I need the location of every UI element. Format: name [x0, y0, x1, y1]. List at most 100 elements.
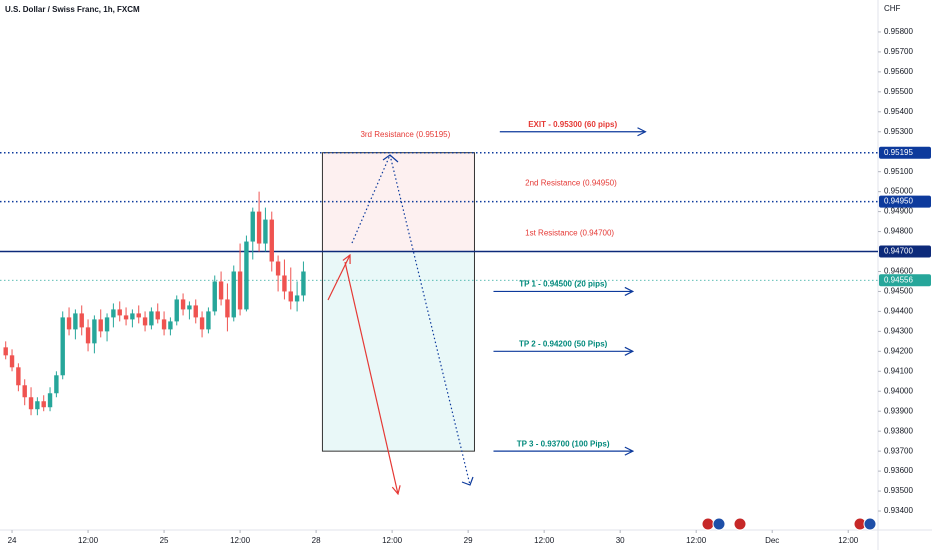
blue-path [351, 154, 471, 486]
x-tick-label: 12:00 [230, 536, 251, 545]
candle-body [149, 311, 154, 326]
y-tick-label: 0.94100 [884, 366, 913, 375]
y-tick-label: 0.95400 [884, 107, 913, 116]
candle-body [54, 375, 59, 394]
y-tick-label: 0.94300 [884, 326, 913, 335]
x-tick-label: 30 [616, 536, 625, 545]
candle-body [85, 327, 91, 344]
target-label: TP 2 - 0.94200 (50 Pips) [519, 339, 608, 348]
candle-body [35, 401, 40, 410]
y-tick-label: 0.94000 [884, 386, 913, 395]
y-tick-label: 0.94900 [884, 207, 913, 216]
candle-body [142, 317, 148, 326]
candle-body [41, 401, 46, 408]
y-tick-label: 0.95000 [884, 187, 913, 196]
price-label: 0.95195 [884, 148, 913, 157]
candle-body [161, 319, 167, 330]
candle-body [193, 305, 198, 318]
candle-body [16, 367, 21, 386]
candle-body [117, 309, 122, 316]
candle-body [218, 281, 224, 300]
chart-title: U.S. Dollar / Swiss Franc, 1h, FXCM [5, 5, 140, 14]
candle-body [22, 385, 27, 398]
resistance-label: 1st Resistance (0.94700) [525, 229, 614, 238]
x-tick-label: Dec [765, 536, 779, 545]
price-label-bg [879, 195, 931, 208]
target-label: TP 3 - 0.93700 (100 Pips) [517, 439, 610, 448]
candle-body [3, 347, 8, 356]
candle-body [250, 211, 255, 242]
price-label: 0.94700 [884, 247, 913, 256]
price-label: 0.94950 [884, 197, 913, 206]
event-icons [701, 517, 877, 531]
candle-body [282, 275, 287, 292]
y-tick-label: 0.93800 [884, 426, 913, 435]
candle-body [187, 305, 192, 310]
y-tick-label: 0.94600 [884, 267, 913, 276]
candle-body [199, 317, 205, 330]
candle-body [231, 271, 236, 318]
candle-body [294, 295, 300, 302]
candle-body [206, 311, 211, 330]
x-tick-label: 29 [464, 536, 473, 545]
resistance-label: 2nd Resistance (0.94950) [525, 179, 617, 188]
y-tick-label: 0.93500 [884, 486, 913, 495]
target-label: TP 1 - 0.94500 (20 pips) [519, 280, 607, 289]
candle-body [98, 319, 103, 332]
trajectory [327, 154, 474, 494]
x-tick-label: 12:00 [686, 536, 707, 545]
x-tick-label: 12:00 [78, 536, 99, 545]
blue-arrowheads [382, 154, 474, 486]
candle-body [9, 355, 15, 368]
candle-body [263, 219, 268, 244]
y-tick-label: 0.94200 [884, 346, 913, 355]
y-tick-label: 0.94500 [884, 287, 913, 296]
candle-body [168, 321, 173, 330]
y-tick-label: 0.93700 [884, 446, 913, 455]
target-label: EXIT - 0.95300 (60 pips) [528, 120, 617, 129]
candle-body [92, 319, 97, 344]
candle-body [237, 271, 243, 310]
red-arrow [327, 255, 350, 301]
y-tick-label: 0.94800 [884, 227, 913, 236]
candle-body [130, 313, 135, 320]
y-tick-label: 0.93900 [884, 406, 913, 415]
zone [322, 251, 475, 452]
price-label-bg [879, 245, 931, 258]
candle-body [155, 311, 160, 320]
price-label-bg [879, 274, 931, 287]
candle-body [288, 291, 293, 302]
zone-border [321, 152, 475, 452]
price-label-bg [879, 146, 931, 159]
price-label: 0.94556 [884, 275, 913, 284]
candle-body [123, 315, 129, 320]
candle-body [225, 299, 230, 318]
candle-body [66, 317, 72, 330]
y-tick-label: 0.95600 [884, 67, 913, 76]
red-arrow [344, 261, 398, 494]
candle-body [28, 397, 34, 410]
y-tick-label: 0.95100 [884, 167, 913, 176]
candle-body [269, 219, 274, 262]
x-tick-label: 25 [160, 536, 169, 545]
y-tick-label: 0.95800 [884, 27, 913, 36]
y-tick-label: 0.95700 [884, 47, 913, 56]
resistance-label: 3rd Resistance (0.95195) [360, 130, 450, 139]
candle-body [256, 211, 262, 244]
x-tick-label: 28 [312, 536, 321, 545]
x-tick-label: 12:00 [838, 536, 859, 545]
x-tick-label: 24 [8, 536, 17, 545]
y-tick-label: 0.95300 [884, 127, 913, 136]
candle-body [73, 313, 78, 330]
candle-body [174, 299, 179, 322]
x-tick-label: 12:00 [382, 536, 403, 545]
candle-body [104, 317, 110, 332]
candle-body [212, 281, 217, 312]
candle-body [79, 313, 84, 328]
y-tick-label: 0.93400 [884, 506, 913, 515]
candle-body [244, 241, 249, 310]
y-tick-label: 0.94400 [884, 307, 913, 316]
candle-body [111, 309, 116, 318]
y-tick-label: 0.95500 [884, 87, 913, 96]
